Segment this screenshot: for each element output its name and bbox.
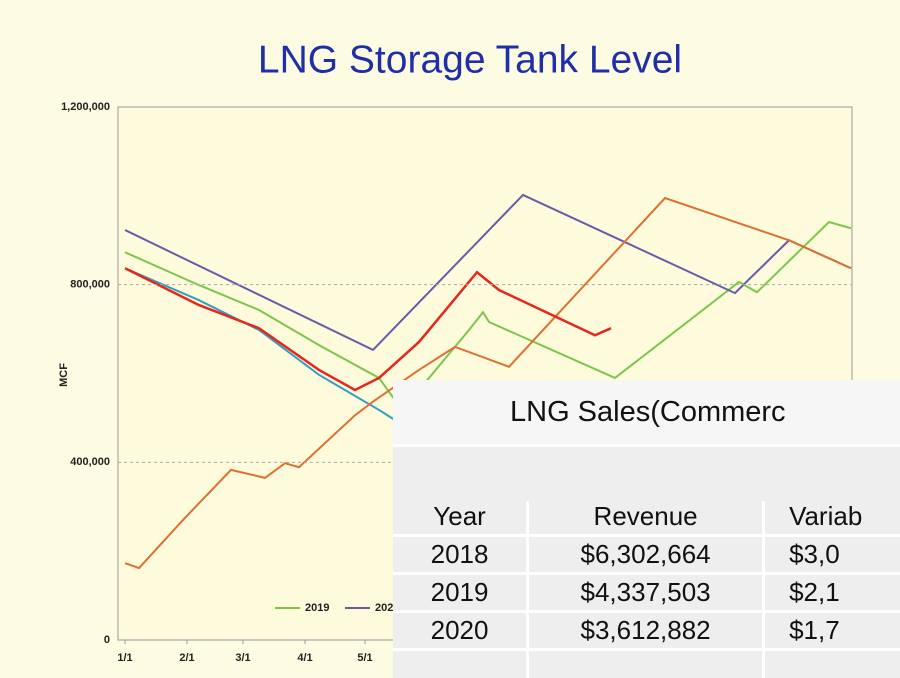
table-row [393, 651, 900, 678]
series-line [124, 196, 852, 570]
table-cell: $2,1 [789, 577, 840, 607]
chart-title: LNG Storage Tank Level [258, 38, 682, 81]
sales-table: LNG Sales(Commerc Year Revenue Variab 2018 $6… [393, 380, 900, 678]
table-cell [765, 651, 900, 678]
table-cell: $1,7 [789, 615, 840, 645]
table-cell [529, 651, 766, 678]
table-row: 2020 $3,612,882 $1,7 [393, 613, 900, 651]
y-axis-label: MCF [58, 363, 70, 387]
series-line [124, 220, 852, 402]
table-header: Year Revenue Variab [393, 447, 900, 537]
x-tick-label: 1/1 [117, 652, 132, 664]
header-cell: Variab [789, 501, 863, 531]
table-cell: 2019 [393, 575, 530, 610]
series-line [124, 267, 612, 392]
series-line [124, 267, 396, 421]
table-cell: 2020 [393, 613, 530, 648]
x-tick-label: 5/1 [357, 652, 372, 664]
y-tick-label: 400,000 [70, 456, 110, 468]
legend-label: 2019 [305, 602, 329, 614]
x-tick-label: 4/1 [297, 652, 312, 664]
x-tick-label: 3/1 [235, 652, 250, 664]
table-cell: 2018 [393, 537, 530, 572]
header-cell: Year [393, 501, 530, 534]
x-tick-label: 2/1 [179, 652, 194, 664]
table-cell: $3,612,882 [529, 613, 766, 648]
table-cell [393, 651, 530, 678]
y-tick-label: 1,200,000 [61, 101, 110, 113]
y-tick-label: 0 [104, 634, 110, 646]
table-row: 2018 $6,302,664 $3,0 [393, 537, 900, 575]
table-row: 2019 $4,337,503 $2,1 [393, 575, 900, 613]
y-tick-label: 800,000 [70, 279, 110, 291]
table-cell: $3,0 [789, 539, 840, 569]
header-cell: Revenue [529, 501, 766, 534]
table-cell: $4,337,503 [529, 575, 766, 610]
table-cell: $6,302,664 [529, 537, 766, 572]
table-title: LNG Sales(Commerc [393, 380, 900, 447]
